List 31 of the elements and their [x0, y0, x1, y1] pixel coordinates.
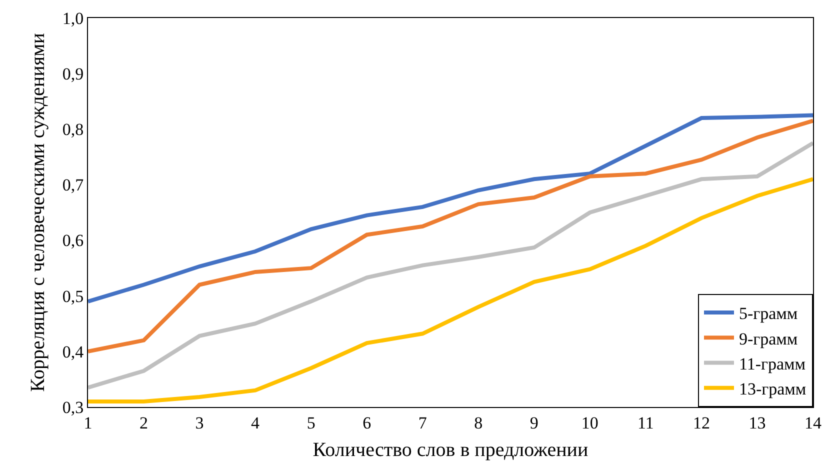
legend-label: 11-грамм [739, 354, 806, 374]
y-tick-label: 0,4 [62, 342, 84, 362]
x-tick-label: 14 [804, 413, 822, 432]
x-tick-label: 10 [581, 413, 598, 432]
x-tick-label: 8 [474, 413, 483, 432]
x-tick-label: 11 [638, 413, 654, 432]
legend-label: 9-грамм [739, 329, 798, 348]
y-tick-label: 1,0 [62, 8, 84, 28]
y-tick-label: 0,9 [62, 64, 84, 84]
x-tick-label: 13 [748, 413, 766, 432]
legend-label: 13-грамм [739, 379, 806, 398]
y-tick-label: 0,5 [62, 286, 84, 306]
x-tick-label: 12 [692, 413, 710, 432]
x-tick-label: 6 [362, 413, 372, 432]
x-tick-label: 1 [84, 413, 92, 432]
line-series [88, 113, 813, 304]
y-axis-title: Корреляция с человеческими суждениями [26, 32, 49, 392]
y-tick-label: 0,3 [62, 398, 84, 417]
x-tick-label: 7 [418, 413, 428, 432]
line-series [88, 118, 813, 354]
x-tick-label: 4 [251, 413, 260, 432]
x-axis-title: Количество слов в предложении [312, 438, 588, 461]
legend-label: 5-грамм [739, 304, 798, 324]
x-tick-label: 5 [306, 413, 316, 432]
y-tick-label: 0,7 [62, 176, 84, 195]
x-tick-label: 9 [530, 413, 538, 432]
y-tick-label: 0,6 [62, 231, 84, 250]
y-tick-label: 0,8 [62, 120, 84, 140]
x-tick-label: 3 [195, 413, 204, 432]
x-tick-label: 2 [140, 413, 148, 432]
line-series [88, 177, 813, 404]
